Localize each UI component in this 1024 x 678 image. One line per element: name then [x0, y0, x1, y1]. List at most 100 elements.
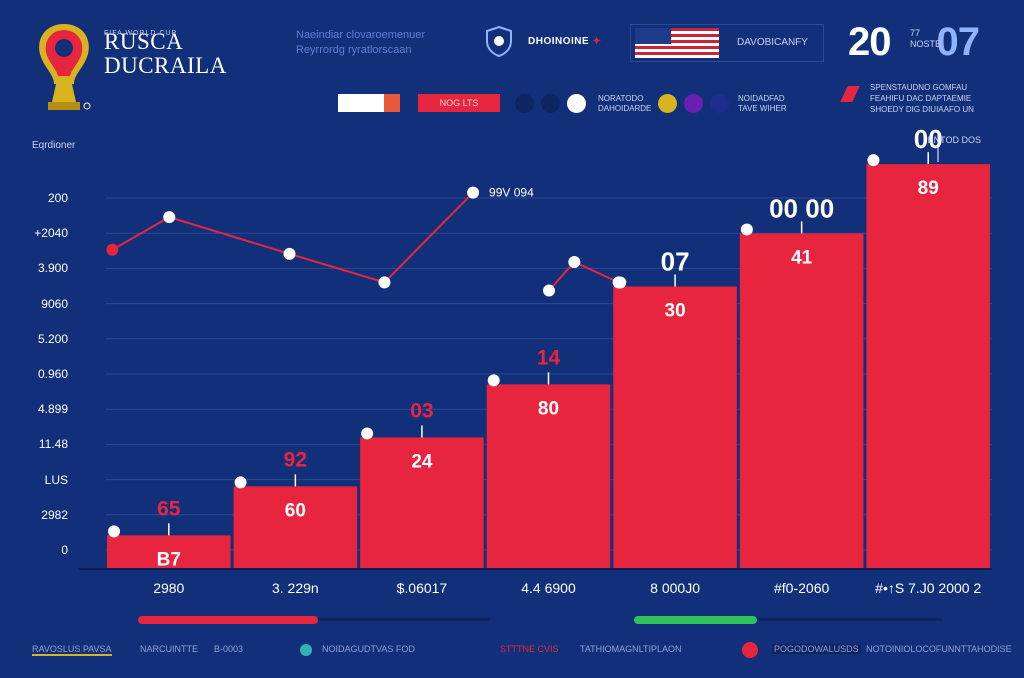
- bar-value-label: 30: [665, 300, 686, 321]
- bar: [866, 164, 990, 568]
- footer: RAVOSLUS PAVSA NARCUINTTE B-0003 NOIDAGU…: [32, 642, 1012, 658]
- legend-group-1-text: NORATODO DAHOIDARDE: [598, 94, 651, 114]
- legend-group-2-line-1: NOIDADFAD: [738, 94, 785, 103]
- bar-value-label: 24: [411, 451, 433, 472]
- bar-value-label: 80: [538, 398, 559, 419]
- shield-icon: [486, 25, 512, 57]
- legend-dot-purple: [684, 94, 703, 113]
- bar-top-label: 07: [661, 246, 690, 276]
- top-right-annotation: ENTOD DOS: [928, 135, 981, 145]
- legend-group-1-line-2: DAHOIDARDE: [598, 104, 652, 113]
- legend-group-2-line-2: TAVE WIHER: [738, 104, 787, 113]
- bar-top-label: 65: [157, 497, 181, 520]
- line-point: [378, 276, 391, 289]
- line-point: [568, 256, 581, 268]
- footer-item-4: NOIDAGUDTVAS FOD: [322, 644, 415, 654]
- legend-group-1-line-1: NORATODO: [598, 94, 644, 103]
- bottom-track-right: [634, 618, 942, 621]
- y-tick-label: +2040: [34, 226, 68, 241]
- year-note-2: NOSTE: [910, 39, 942, 49]
- bar-value-label: 89: [918, 178, 939, 199]
- line-point: [163, 211, 176, 224]
- line-series: [111, 191, 474, 284]
- y-axis-unit-label: Eqrdioner: [32, 140, 76, 151]
- y-tick-label: LUS: [44, 472, 68, 487]
- legend-swatch-orange: [384, 94, 400, 112]
- y-tick-label: 3.900: [37, 261, 68, 276]
- bar-marker-dot: [108, 525, 120, 538]
- line-point: [543, 284, 555, 297]
- footer-item-6: TATHIOMAGNLTIPLAON: [580, 644, 682, 654]
- star-icon: ✦: [592, 36, 602, 47]
- brand-title: FIFA WORLD CUP RUSCA DUCRAILA: [104, 30, 227, 78]
- y-tick-label: 4.899: [37, 402, 68, 417]
- y-tick-label: 9060: [41, 296, 68, 311]
- progress-bar-right: [634, 616, 758, 624]
- bar-top-label: 14: [537, 346, 561, 369]
- line-point: [283, 247, 296, 260]
- y-tick-label: 11.48: [38, 437, 68, 452]
- year-note: 77 NOSTE: [910, 28, 941, 50]
- bar: [360, 437, 484, 568]
- bar-top-label: 03: [410, 399, 433, 422]
- line-point: [467, 186, 480, 199]
- brand-line-1: RUSCA: [104, 29, 184, 54]
- x-category-label: #f0-2060: [774, 580, 829, 596]
- x-category-label: 2980: [153, 580, 184, 596]
- legend-dot-navy-2: [541, 94, 560, 113]
- bar: [739, 233, 864, 568]
- footer-item-7: POGODOWALUSDS: [772, 644, 861, 654]
- x-category-label: $.06017: [397, 580, 448, 596]
- footer-dot-teal: [300, 644, 312, 656]
- line-point: [612, 276, 625, 289]
- usa-flag-icon: [635, 28, 719, 58]
- line-point: [106, 243, 119, 256]
- y-tick-label: 5.200: [37, 331, 68, 346]
- y-tick-label: 2982: [41, 507, 68, 522]
- bar-marker-dot: [740, 223, 753, 236]
- footer-item-2: NARCUINTTE: [140, 644, 198, 654]
- progress-bar-left: [138, 616, 318, 624]
- year-right: 07: [936, 20, 980, 64]
- line-annotation: 99V 094: [489, 186, 534, 200]
- year-display: 20 07 77 NOSTE: [848, 20, 980, 65]
- org-label-text: DHOINOINE: [528, 36, 590, 47]
- org-label: DHOINOINE ✦: [528, 36, 601, 47]
- y-tick-label: 0: [61, 543, 68, 557]
- x-category-label: 8 000J0: [650, 580, 700, 596]
- bar-value-label: 41: [791, 247, 813, 268]
- country-flag-panel: DAVOBICANFY: [630, 24, 824, 62]
- footer-item-3: B-0003: [214, 644, 244, 654]
- header-subtitle-line-1: Naeindiar clovaroemenuer: [296, 29, 426, 41]
- line-series: [548, 260, 620, 292]
- y-tick-label: 0.960: [37, 367, 68, 381]
- bar-value-label: 60: [285, 500, 306, 521]
- header-subtitle-line-2: Reyrrordg ryratlorscaan: [296, 44, 412, 56]
- legend-dot-navy-3: [710, 94, 729, 113]
- bar-marker-dot: [487, 374, 500, 387]
- bar-value-label: B7: [157, 549, 181, 570]
- footer-item-1: RAVOSLUS PAVSA: [32, 644, 112, 656]
- brand-small-text: FIFA WORLD CUP: [104, 30, 178, 37]
- legend-swatch-red: NOG LTS: [418, 94, 500, 112]
- x-category-label: #•↑S 7.J0 2000 2: [875, 580, 981, 596]
- brand-line-2: DUCRAILA: [104, 53, 227, 78]
- y-tick-label: 200: [47, 191, 68, 205]
- footer-item-8: NOTOINIOLOCOFUNNTTAHODISE: [866, 644, 1012, 654]
- flag-label: DAVOBICANFY: [737, 37, 808, 48]
- bar-marker-dot: [867, 154, 880, 167]
- legend-dot-gold: [658, 94, 677, 113]
- bar-marker-dot: [234, 476, 247, 489]
- footer-dot-red: [742, 642, 758, 658]
- bar: [613, 286, 737, 568]
- bar-top-label: 00 00: [769, 193, 834, 223]
- legend-dot-navy-1: [515, 94, 534, 113]
- legend-right-note: SPENSTAUDNO GOMFAU FEAHIFU DAC DAPTAEMIE…: [870, 83, 974, 114]
- legend-dot-white: [567, 94, 586, 113]
- bar: [486, 384, 611, 568]
- header-subtitle: Naeindiar clovaroemenuer Reyrrordg ryrat…: [296, 28, 476, 58]
- legend-group-2-text: NOIDADFAD TAVE WIHER: [738, 94, 787, 114]
- year-left: 20: [848, 20, 891, 64]
- bar-marker-dot: [361, 427, 374, 440]
